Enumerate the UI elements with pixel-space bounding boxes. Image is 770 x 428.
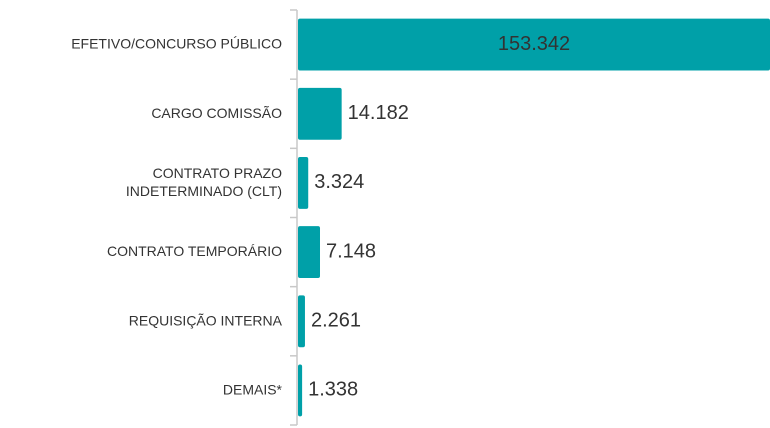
category-label: CONTRATO PRAZO INDETERMINADO (CLT) — [122, 165, 282, 199]
bar — [298, 18, 770, 71]
category-label: CONTRATO TEMPORÁRIO — [107, 243, 282, 259]
category-label: EFETIVO/CONCURSO PÚBLICO — [71, 35, 282, 51]
value-label: 1.338 — [308, 379, 358, 401]
value-label: 14.182 — [348, 102, 409, 124]
value-label: 7.148 — [326, 240, 376, 262]
bar — [298, 87, 342, 140]
value-label: 153.342 — [498, 33, 570, 55]
value-label: 2.261 — [311, 310, 361, 332]
category-label: REQUISIÇÃO INTERNA — [129, 312, 283, 328]
bar — [298, 156, 309, 209]
value-label: 3.324 — [314, 171, 364, 193]
bar — [298, 295, 305, 348]
category-label: CARGO COMISSÃO — [151, 104, 282, 120]
bar — [298, 226, 321, 279]
category-label: DEMAIS* — [223, 381, 283, 397]
bar — [298, 364, 303, 417]
